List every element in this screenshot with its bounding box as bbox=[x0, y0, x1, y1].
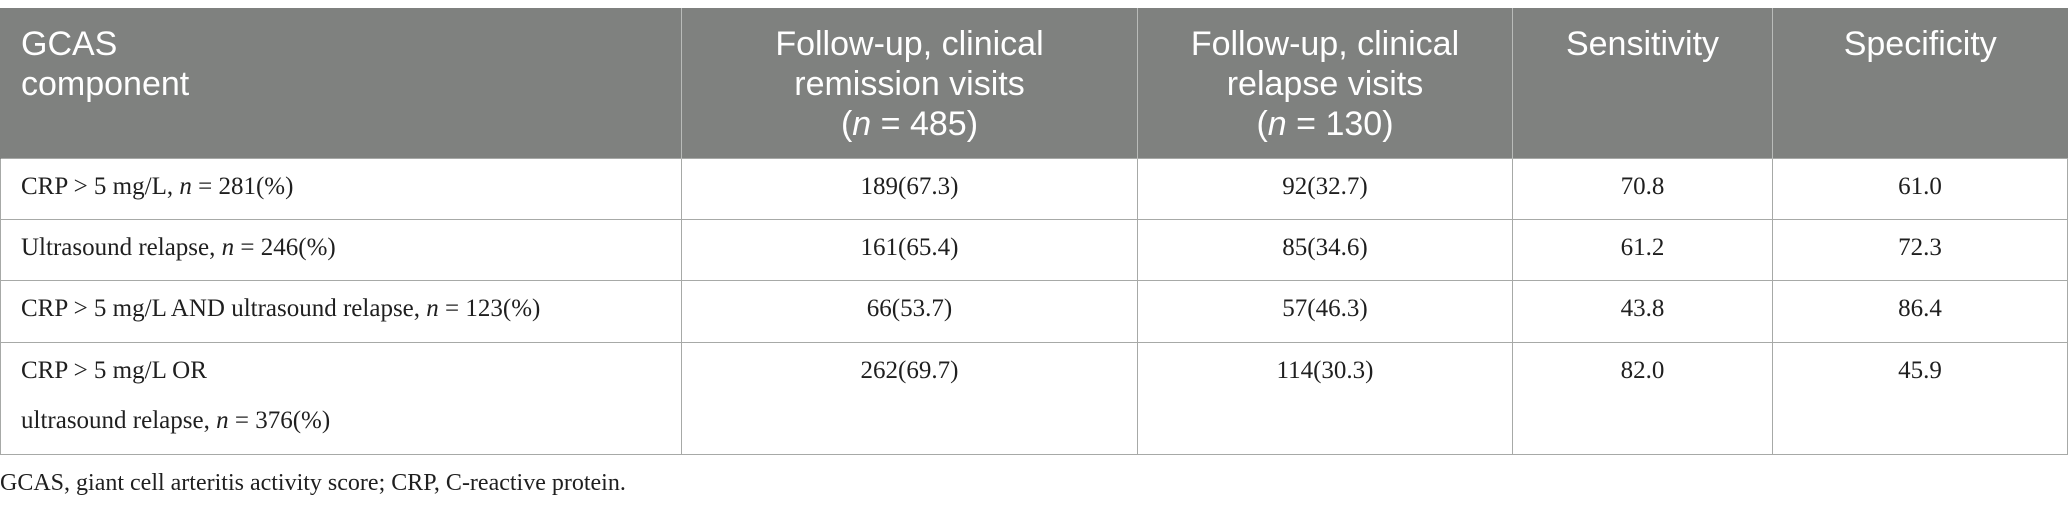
table-body: CRP > 5 mg/L, n = 281(%) 189(67.3) 92(32… bbox=[0, 157, 2068, 455]
table-header: GCAS component Follow-up, clinical remis… bbox=[0, 8, 2068, 158]
header-row: GCAS component Follow-up, clinical remis… bbox=[0, 8, 2068, 158]
cell-specificity: 45.9 bbox=[1772, 341, 2068, 455]
header-remission-line1: Follow-up, clinical bbox=[775, 25, 1044, 63]
cell-component: CRP > 5 mg/L AND ultrasound relapse, n =… bbox=[0, 279, 682, 343]
cell-remission: 262(69.7) bbox=[681, 341, 1138, 455]
cell-specificity: 72.3 bbox=[1772, 218, 2068, 281]
table-row: CRP > 5 mg/L AND ultrasound relapse, n =… bbox=[0, 279, 2068, 343]
cell-remission: 66(53.7) bbox=[681, 279, 1138, 343]
table-row: CRP > 5 mg/L, n = 281(%) 189(67.3) 92(32… bbox=[0, 157, 2068, 220]
header-relapse-n: (n = 130) bbox=[1256, 105, 1394, 143]
cell-remission: 189(67.3) bbox=[681, 157, 1138, 220]
cell-relapse: 85(34.6) bbox=[1137, 218, 1513, 281]
cell-relapse: 57(46.3) bbox=[1137, 279, 1513, 343]
cell-relapse: 92(32.7) bbox=[1137, 157, 1513, 220]
table-row: CRP > 5 mg/L OR ultrasound relapse, n = 3… bbox=[0, 341, 2068, 455]
data-table-container: GCAS component Follow-up, clinical remis… bbox=[0, 8, 2068, 455]
table-footnote: GCAS, giant cell arteritis activity scor… bbox=[0, 470, 626, 496]
cell-sensitivity: 82.0 bbox=[1512, 341, 1773, 455]
header-gcas-component-line1: GCAS bbox=[21, 25, 118, 63]
cell-sensitivity: 70.8 bbox=[1512, 157, 1773, 220]
cell-sensitivity: 61.2 bbox=[1512, 218, 1773, 281]
cell-component: CRP > 5 mg/L OR ultrasound relapse, n = 3… bbox=[0, 341, 682, 455]
table-row: Ultrasound relapse, n = 246(%) 161(65.4)… bbox=[0, 218, 2068, 281]
cell-relapse: 114(30.3) bbox=[1137, 341, 1513, 455]
cell-component: Ultrasound relapse, n = 246(%) bbox=[0, 218, 682, 281]
header-gcas-component-line2: component bbox=[21, 65, 190, 103]
cell-specificity: 86.4 bbox=[1772, 279, 2068, 343]
gcas-table: GCAS component Follow-up, clinical remis… bbox=[0, 8, 2068, 455]
header-gcas-component: GCAS component bbox=[0, 8, 682, 158]
cell-specificity: 61.0 bbox=[1772, 157, 2068, 220]
header-relapse-line1: Follow-up, clinical bbox=[1190, 25, 1460, 63]
cell-sensitivity: 43.8 bbox=[1512, 279, 1773, 343]
header-remission-line2: remission visits bbox=[794, 65, 1025, 103]
cell-remission: 161(65.4) bbox=[681, 218, 1138, 281]
header-relapse-line2: relapse visits bbox=[1226, 65, 1424, 103]
header-remission-visits: Follow-up, clinical remission visits (n … bbox=[681, 8, 1138, 158]
header-specificity: Specificity bbox=[1772, 8, 2068, 158]
header-relapse-visits: Follow-up, clinical relapse visits (n = … bbox=[1137, 8, 1513, 158]
cell-component: CRP > 5 mg/L, n = 281(%) bbox=[0, 157, 682, 220]
header-remission-n: (n = 485) bbox=[840, 105, 979, 143]
header-sensitivity: Sensitivity bbox=[1512, 8, 1773, 158]
